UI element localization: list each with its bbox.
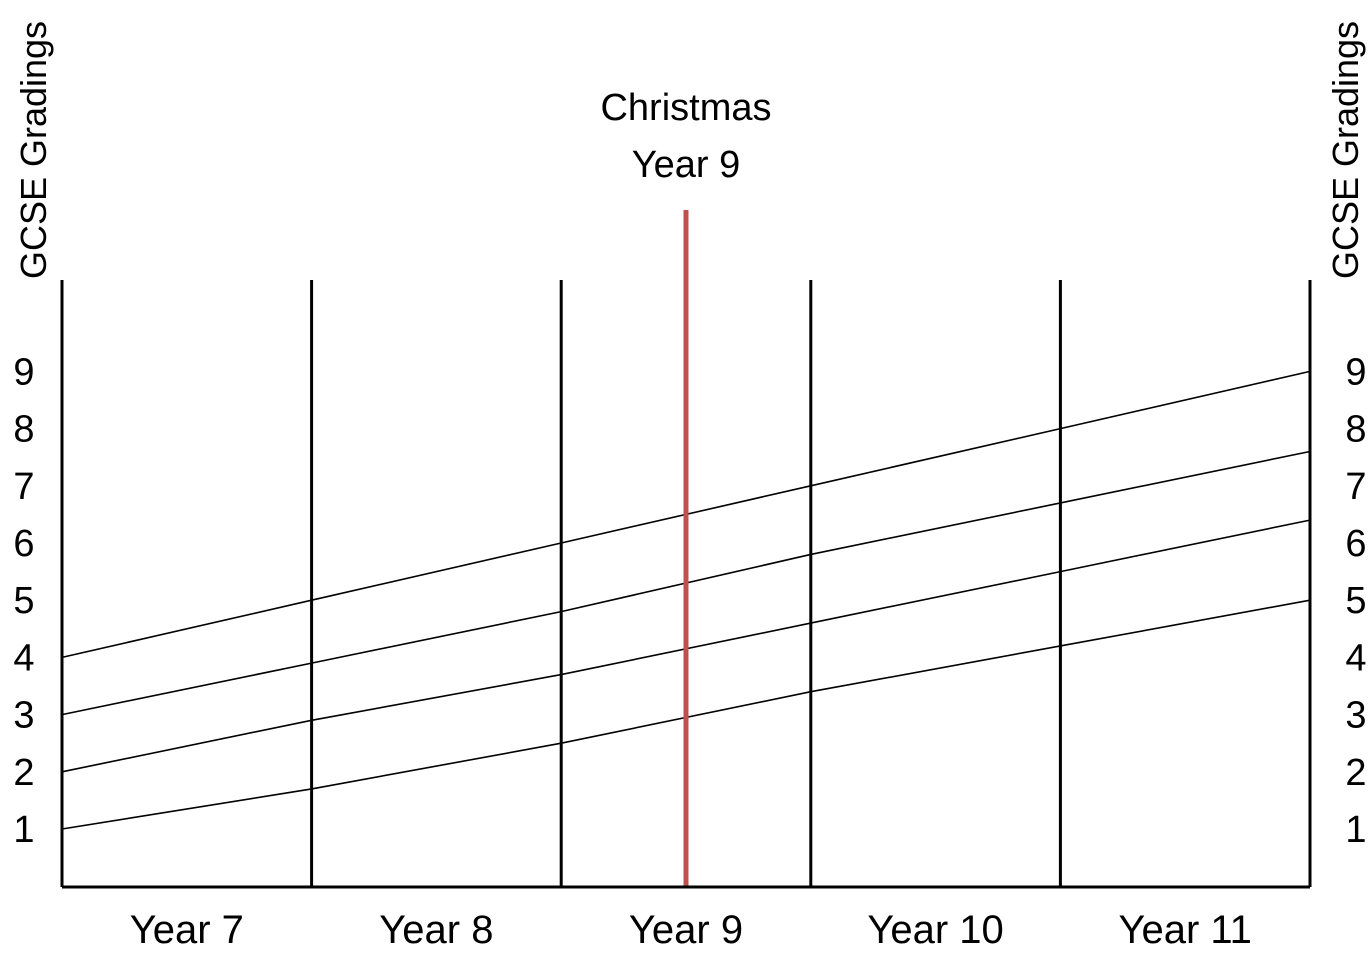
y-tick-label-left: 4 [13,637,34,679]
y-tick-label-left: 3 [13,695,34,737]
christmas-marker: Christmas Year 9 [600,87,772,887]
y-tick-label-left: 8 [13,409,34,451]
y-tick-label-left: 6 [13,523,34,565]
y-axis-title-right: GCSE Gradings [1325,21,1366,279]
year-dividers [310,280,1062,887]
x-tick-label: Year 7 [130,908,244,952]
x-tick-label: Year 9 [629,908,743,952]
y-tick-label-right: 9 [1345,351,1366,393]
axes [60,280,1312,889]
y-tick-label-left: 1 [13,809,34,851]
y-tick-label-left: 9 [13,351,34,393]
y-axis-title-left: GCSE Gradings [13,21,54,279]
annotation-line-2: Year 9 [632,144,740,186]
y-tick-label-right: 1 [1345,809,1366,851]
x-tick-label: Year 8 [379,908,493,952]
y-tick-label-left: 7 [13,466,34,508]
y-tick-label-right: 4 [1345,637,1366,679]
annotation-line-1: Christmas [600,87,771,129]
y-tick-label-right: 6 [1345,523,1366,565]
y-tick-label-left: 2 [13,752,34,794]
y-tick-label-right: 3 [1345,695,1366,737]
y-tick-label-right: 5 [1345,580,1366,622]
y-tick-label-left: 5 [13,580,34,622]
y-tick-label-right: 2 [1345,752,1366,794]
y-tick-label-right: 7 [1345,466,1366,508]
labels: Year 7 Year 8 Year 9 Year 10 Year 11 1 1 2 2 3 3 4 4… [13,21,1367,952]
x-tick-label: Year 11 [1118,908,1251,952]
y-tick-label-right: 8 [1345,409,1366,451]
x-tick-label: Year 10 [867,908,1003,952]
